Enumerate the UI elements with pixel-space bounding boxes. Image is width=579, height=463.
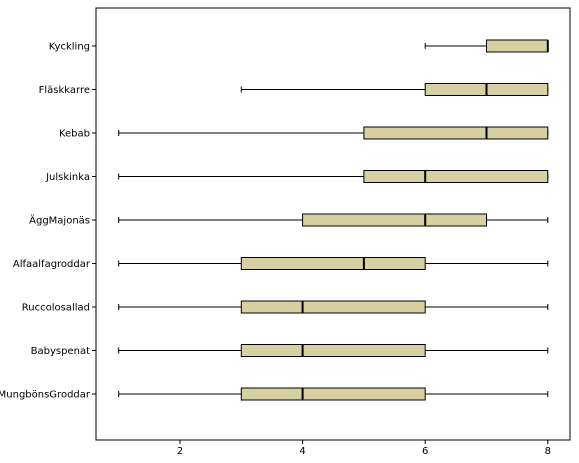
category-labels: Kyckling Fläskkarre Kebab Julskinka ÄggMajon… — [0, 42, 96, 401]
category-label: Babyspenat — [31, 346, 90, 357]
box-MungbönsGroddar — [118, 387, 549, 401]
redaction-patch — [109, 32, 396, 62]
iqr-box — [240, 387, 426, 401]
category-label: Julskinka — [45, 172, 90, 183]
iqr-box — [363, 170, 549, 183]
box-Alfaalfagroddar — [118, 257, 549, 270]
category-label: Ruccolosallad — [22, 303, 90, 314]
box-Julskinka — [118, 170, 549, 183]
box-Kyckling — [424, 39, 549, 53]
x-axis: 2 4 6 8 — [177, 440, 551, 457]
iqr-box — [486, 39, 549, 53]
x-tick-label: 8 — [545, 446, 551, 457]
redaction-patch — [111, 71, 219, 107]
iqr-box — [363, 126, 549, 140]
redaction-patch — [109, 150, 210, 154]
iqr-box — [240, 300, 426, 314]
box-Kebab — [118, 126, 549, 140]
category-label: MungbönsGroddar — [0, 390, 91, 401]
iqr-box — [240, 344, 426, 357]
x-tick-label: 2 — [177, 446, 183, 457]
x-tick-label: 6 — [422, 446, 428, 457]
category-label: Alfaalfagroddar — [13, 259, 91, 270]
category-label: Fläskkarre — [39, 85, 90, 96]
box-Fläskkarre — [240, 83, 549, 96]
category-label: Kyckling — [49, 42, 90, 53]
iqr-box — [240, 257, 426, 270]
iqr-box — [302, 213, 487, 227]
category-label: Kebab — [59, 129, 90, 140]
redaction-patch — [109, 240, 396, 245]
x-tick-label: 4 — [299, 446, 305, 457]
category-label: ÄggMajonäs — [29, 214, 90, 227]
box-ÄggMajonäs — [118, 213, 549, 227]
box-Ruccolosallad — [118, 300, 549, 314]
box-Babyspenat — [118, 344, 549, 357]
